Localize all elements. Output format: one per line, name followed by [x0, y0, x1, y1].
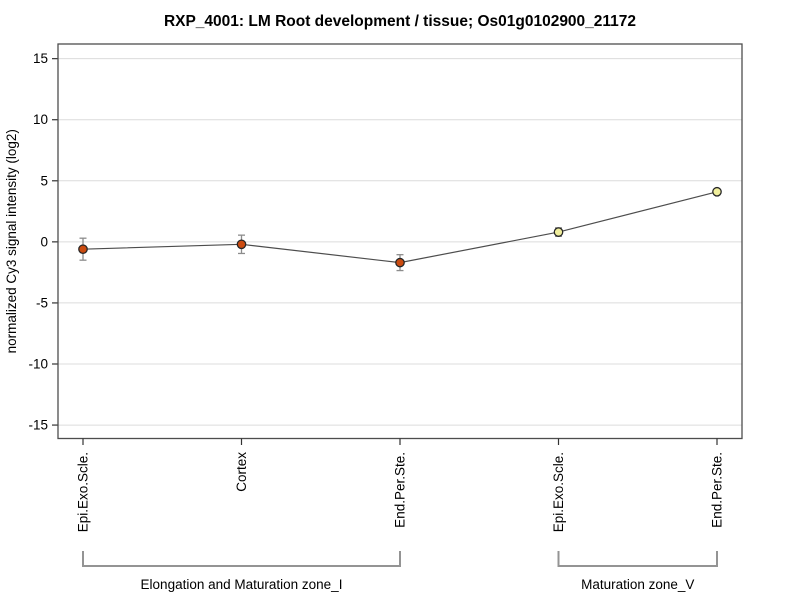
group-bracket — [557, 551, 718, 567]
y-tick-label: -10 — [28, 356, 48, 371]
y-axis-label: normalized Cy3 signal intensity (log2) — [4, 129, 19, 353]
data-point — [553, 227, 564, 237]
data-point — [395, 257, 405, 268]
group-label: Elongation and Maturation zone_I — [141, 577, 343, 592]
y-tick-label: 15 — [33, 51, 48, 66]
y-tick-label: -15 — [28, 418, 48, 433]
group-label: Maturation zone_V — [581, 577, 694, 592]
series-line — [82, 191, 718, 264]
y-tick-label: 0 — [40, 234, 48, 249]
x-tick-label: Cortex — [234, 452, 249, 492]
chart-title: RXP_4001: LM Root development / tissue; … — [164, 13, 636, 30]
x-tick-label: End.Per.Ste. — [710, 452, 725, 528]
x-tick-label: Epi.Exo.Scle. — [551, 452, 566, 532]
data-point — [78, 244, 88, 255]
data-point — [236, 239, 247, 250]
x-tick-label: Epi.Exo.Scle. — [76, 452, 91, 532]
plot-box — [57, 43, 743, 440]
y-tick-label: -5 — [36, 295, 48, 310]
y-tick-label: 5 — [40, 173, 48, 188]
data-point — [712, 186, 722, 197]
y-tick-label: 10 — [33, 112, 48, 127]
x-tick-label: End.Per.Ste. — [393, 452, 408, 528]
group-bracket — [82, 551, 401, 567]
